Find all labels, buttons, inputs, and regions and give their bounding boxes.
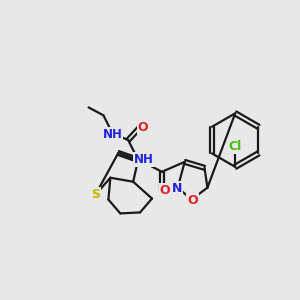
- Text: O: O: [187, 194, 198, 207]
- Text: S: S: [91, 188, 100, 201]
- Text: O: O: [160, 184, 170, 197]
- Text: Cl: Cl: [229, 140, 242, 152]
- Text: NH: NH: [102, 128, 122, 141]
- Text: N: N: [172, 182, 182, 195]
- Text: O: O: [138, 121, 148, 134]
- Text: NH: NH: [134, 153, 154, 167]
